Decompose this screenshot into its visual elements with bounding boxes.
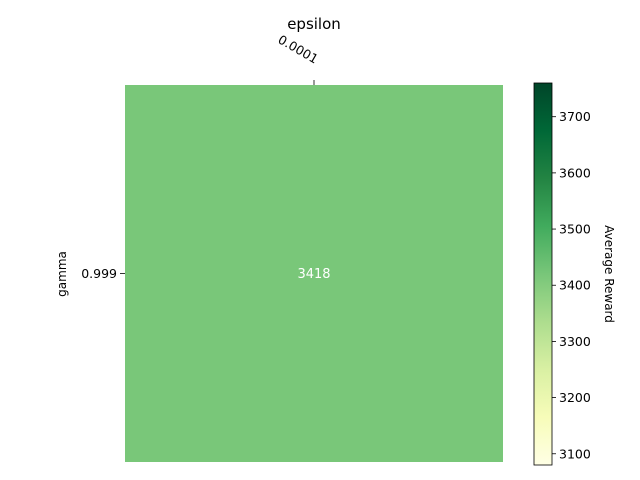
x-tick-group: 0.0001: [276, 32, 321, 85]
colorbar-tick-label: 3600: [559, 165, 591, 180]
y-axis-title: gamma: [55, 251, 69, 297]
colorbar-tick-label: 3300: [559, 334, 591, 349]
heatmap-cells: 3418: [125, 85, 503, 462]
colorbar-tick-group: 3100 3200 3300 3400 3500 3600 3700: [552, 109, 591, 461]
colorbar: [533, 82, 553, 466]
x-axis-title: epsilon: [287, 15, 341, 33]
colorbar-tick-label: 3400: [559, 278, 591, 293]
colorbar-tick-label: 3500: [559, 222, 591, 237]
y-tick-group: 0.999: [81, 266, 125, 281]
colorbar-label: Average Reward: [602, 225, 616, 323]
colorbar-tick-label: 3100: [559, 446, 591, 461]
colorbar-tick-label: 3700: [559, 109, 591, 124]
cell-value-label: 3418: [297, 267, 330, 282]
colorbar-tick-label: 3200: [559, 390, 591, 405]
x-tick-label: 0.0001: [276, 32, 321, 67]
heatmap-cell: [125, 85, 503, 462]
y-tick-label: 0.999: [81, 266, 117, 281]
